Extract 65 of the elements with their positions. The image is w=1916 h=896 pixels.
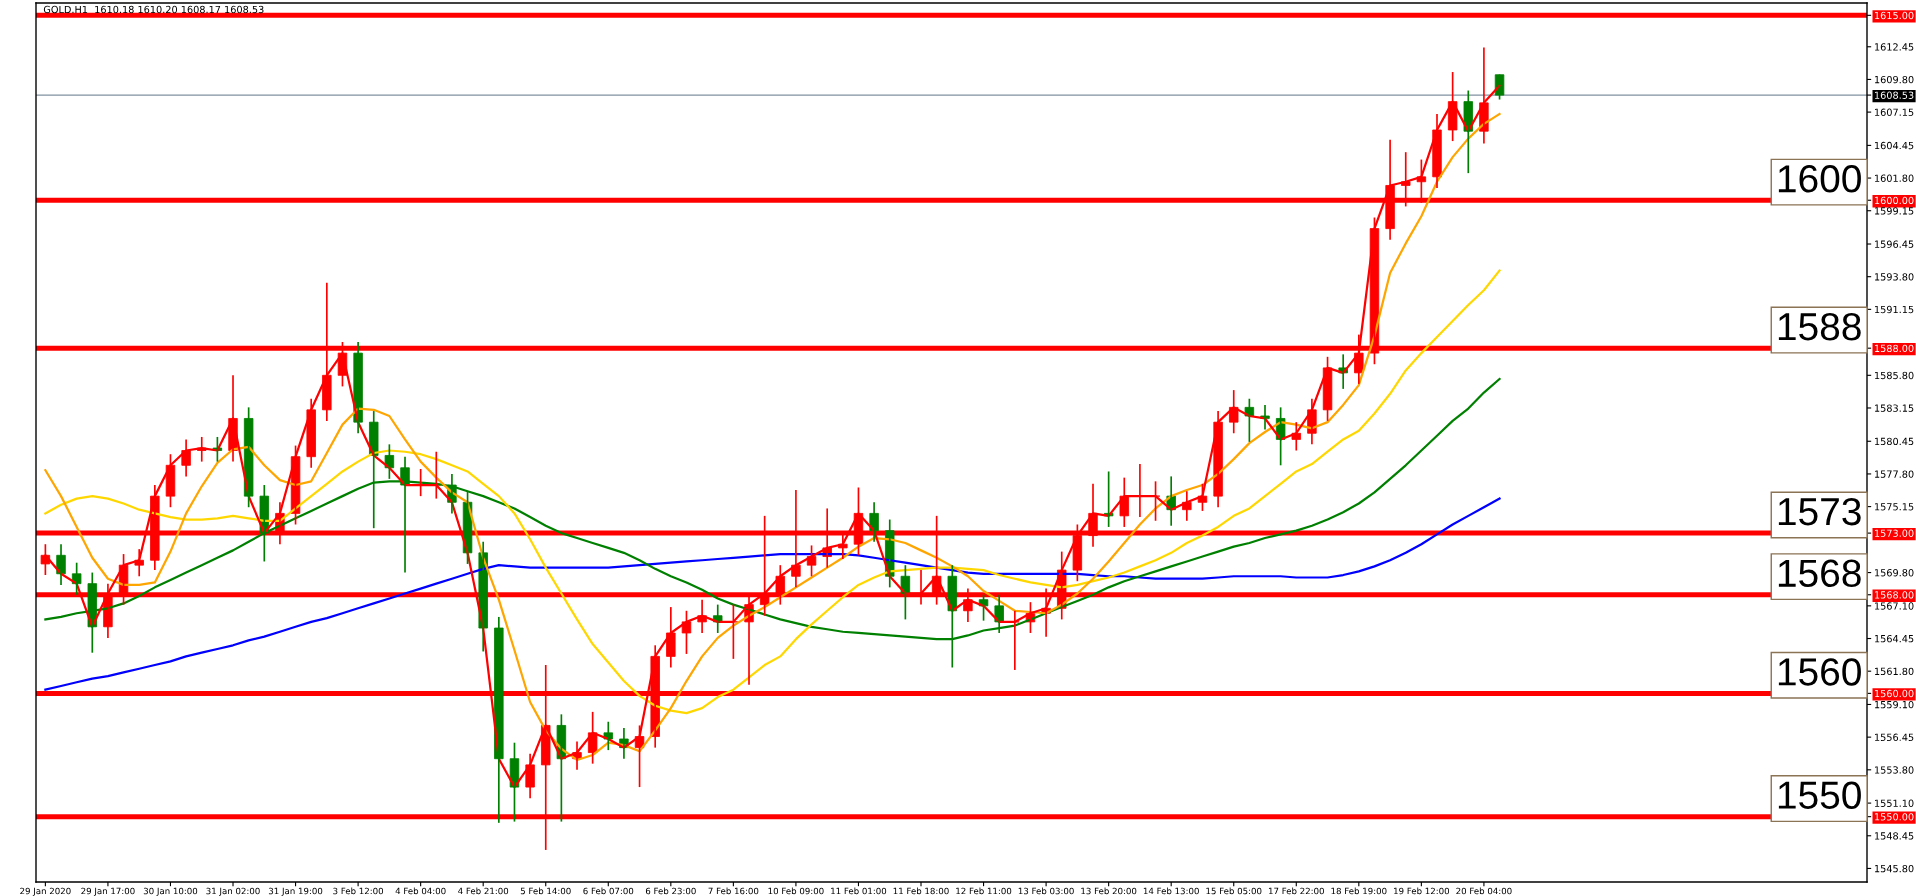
y-tick-label: 1564.45	[1875, 635, 1914, 643]
x-tick-label: 10 Feb 09:00	[768, 887, 824, 895]
y-tick-label: 1601.80	[1875, 174, 1914, 182]
x-tick-label: 29 Jan 2020	[20, 887, 71, 896]
x-tick-label: 30 Jan 10:00	[143, 887, 198, 896]
chart-title: GOLD.H1 1610.18 1610.20 1608.17 1608.53	[43, 5, 264, 14]
ref-line-label: 1560	[1778, 658, 1861, 686]
y-tick-label: 1575.15	[1875, 503, 1914, 511]
y-tick-label: 1615.00	[1875, 11, 1914, 20]
x-tick-label: 4 Feb 21:00	[458, 887, 509, 895]
ref-line-label: 1588	[1778, 312, 1861, 341]
y-tick-label: 1583.15	[1875, 404, 1914, 412]
y-tick-label: 1551.10	[1875, 799, 1914, 807]
y-tick-label: 1600.00	[1875, 196, 1914, 205]
x-tick-label: 11 Feb 18:00	[893, 887, 949, 895]
y-tick-label: 1596.45	[1875, 240, 1914, 248]
line-series	[44, 269, 1501, 715]
y-tick-label: 1545.80	[1875, 864, 1914, 873]
x-tick-label: 31 Jan 02:00	[206, 887, 260, 896]
line-series	[44, 497, 1501, 691]
x-tick-label: 6 Feb 07:00	[583, 887, 634, 895]
x-tick-label: 17 Feb 22:00	[1268, 887, 1324, 895]
x-tick-label: 12 Feb 11:00	[956, 887, 1012, 895]
y-tick-label: 1609.80	[1875, 75, 1914, 84]
x-tick-label: 11 Feb 01:00	[831, 887, 887, 895]
y-tick-label: 1556.45	[1875, 733, 1914, 741]
y-tick-label: 1567.10	[1875, 602, 1914, 610]
y-tick-label: 1599.15	[1875, 207, 1914, 215]
y-tick-label: 1553.80	[1875, 766, 1914, 774]
y-tick-label: 1585.80	[1875, 371, 1914, 380]
x-tick-label: 13 Feb 03:00	[1018, 887, 1074, 895]
ref-line-label: 1568	[1778, 559, 1861, 588]
x-tick-label: 4 Feb 04:00	[395, 887, 446, 895]
y-tick-label: 1569.80	[1875, 569, 1914, 577]
y-tick-label: 1568.00	[1875, 591, 1914, 599]
y-tick-label: 1612.45	[1875, 43, 1914, 51]
y-tick-label: 1591.15	[1875, 305, 1914, 314]
x-tick-label: 20 Feb 04:00	[1456, 887, 1512, 895]
x-tick-label: 19 Feb 12:00	[1394, 887, 1450, 895]
x-tick-label: 15 Feb 05:00	[1206, 887, 1262, 895]
y-tick-label: 1604.45	[1875, 141, 1914, 150]
x-tick-label: 29 Jan 17:00	[81, 887, 135, 896]
y-tick-label: 1550.00	[1875, 813, 1914, 821]
y-tick-label: 1607.15	[1875, 108, 1914, 116]
x-tick-label: 18 Feb 19:00	[1331, 887, 1387, 895]
x-tick-label: 5 Feb 14:00	[520, 887, 571, 895]
y-tick-label: 1560.00	[1875, 689, 1914, 698]
y-tick-label: 1580.45	[1875, 437, 1914, 446]
ref-line-label: 1573	[1778, 497, 1861, 526]
x-tick-label: 31 Jan 19:00	[268, 887, 323, 896]
x-tick-label: 7 Feb 16:00	[708, 887, 759, 895]
ref-line-label: 1600	[1778, 165, 1861, 193]
x-tick-label: 13 Feb 20:00	[1081, 887, 1137, 895]
y-tick-label: 1548.45	[1875, 832, 1914, 840]
y-tick-label: 1593.80	[1875, 273, 1914, 281]
x-tick-label: 6 Feb 23:00	[645, 887, 696, 895]
y-tick-label: 1573.00	[1875, 529, 1914, 537]
y-tick-label: 1588.00	[1875, 344, 1914, 353]
ref-line-label: 1550	[1778, 781, 1861, 809]
x-tick-label: 14 Feb 13:00	[1143, 887, 1199, 895]
y-tick-label: 1561.80	[1875, 667, 1914, 676]
x-tick-label: 3 Feb 12:00	[333, 887, 384, 895]
y-tick-label: 1559.10	[1875, 700, 1914, 709]
y-tick-label: 1608.53	[1875, 91, 1914, 99]
y-tick-label: 1577.80	[1875, 470, 1914, 478]
